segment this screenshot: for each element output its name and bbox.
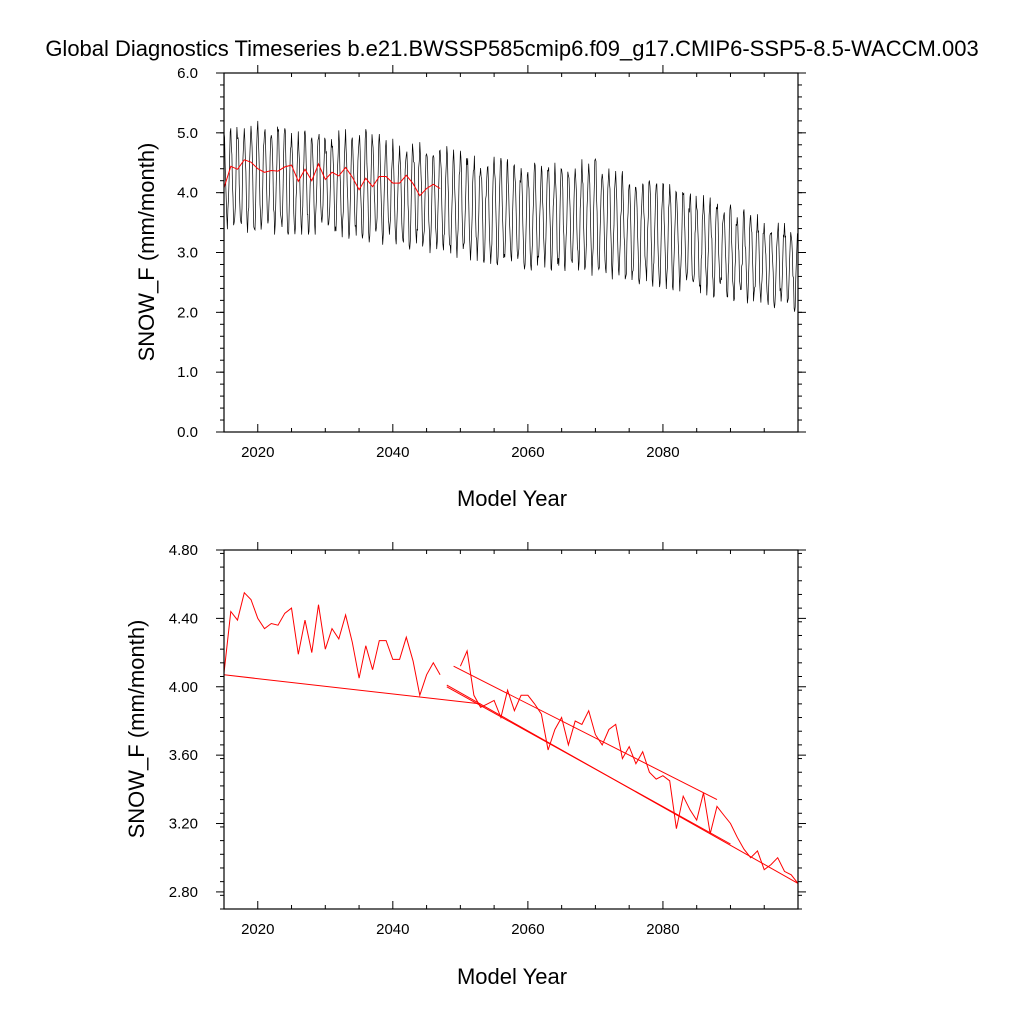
bottom-ticks: 2020 2040 2060 2080 2.80 3.20 3.60 4.00 4.40 4.80 (169, 542, 806, 938)
top-y-tick-label: 0.0 (177, 424, 198, 441)
top-x-tick-label: 2040 (376, 444, 409, 461)
bottom-x-tick-label: 2060 (511, 921, 544, 938)
top-x-tick-label: 2080 (646, 444, 679, 461)
bottom-x-tick-label: 2080 (646, 921, 679, 938)
top-y-tick-label: 2.0 (177, 304, 198, 321)
bottom-x-tick-label: 2020 (241, 921, 274, 938)
bottom-x-axis-label: Model Year (457, 964, 567, 989)
bottom-series-layer (223, 591, 799, 884)
bottom-y-tick-label: 2.80 (169, 884, 198, 901)
top-y-axis-label: SNOW_F (mm/month) (134, 143, 159, 362)
bottom-series-2 (459, 649, 799, 884)
top-y-tick-label: 6.0 (177, 65, 198, 82)
top-series-0 (223, 120, 799, 312)
top-series-layer (223, 120, 799, 312)
bottom-chart: 2020 2040 2060 2080 2.80 3.20 3.60 4.00 4.40 4.80… (124, 542, 806, 989)
bottom-y-tick-label: 4.80 (169, 542, 198, 559)
top-series-1 (223, 159, 441, 197)
top-x-tick-label: 2060 (511, 444, 544, 461)
top-y-tick-label: 1.0 (177, 364, 198, 381)
top-chart: 2020 2040 2060 2080 0.0 1.0 2.0 3.0 4.0 5.0 6.0 Mo… (134, 65, 806, 511)
bottom-y-axis-label: SNOW_F (mm/month) (124, 620, 149, 839)
top-y-tick-label: 4.0 (177, 185, 198, 202)
bottom-plot-frame (223, 549, 799, 910)
top-y-tick-label: 3.0 (177, 245, 198, 262)
bottom-y-tick-label: 4.00 (169, 679, 198, 696)
top-y-tick-label: 5.0 (177, 125, 198, 142)
top-x-axis-label: Model Year (457, 486, 567, 511)
bottom-y-tick-label: 3.20 (169, 816, 198, 833)
page-title: Global Diagnostics Timeseries b.e21.BWSS… (45, 36, 979, 61)
bottom-series-4 (446, 686, 731, 845)
bottom-y-tick-label: 4.40 (169, 610, 198, 627)
top-ticks: 2020 2040 2060 2080 0.0 1.0 2.0 3.0 4.0 5.0 6.0 (177, 65, 806, 461)
bottom-series-5 (453, 665, 718, 801)
bottom-series-0 (223, 591, 441, 698)
top-x-tick-label: 2020 (241, 444, 274, 461)
bottom-y-tick-label: 3.60 (169, 747, 198, 764)
bottom-series-1 (223, 674, 481, 705)
bottom-x-tick-label: 2040 (376, 921, 409, 938)
